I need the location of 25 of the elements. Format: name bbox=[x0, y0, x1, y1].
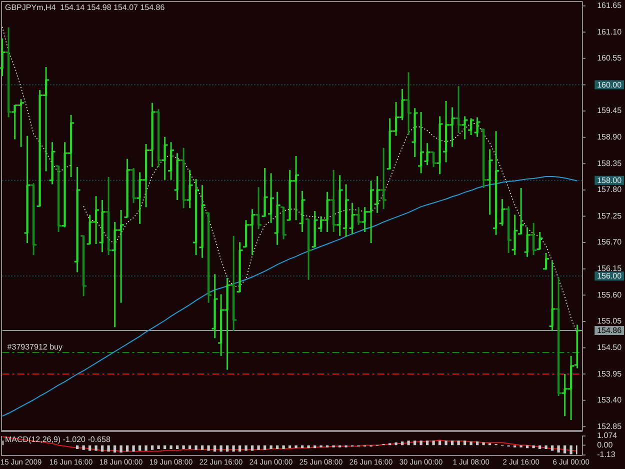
y-tick-label: 153.95 bbox=[597, 369, 622, 378]
y-tick-label: 1.074 bbox=[597, 431, 618, 440]
y-tick-label: 153.40 bbox=[597, 396, 622, 405]
chart-title: GBPJPYm,H4 154.14 154.98 154.07 154.86 bbox=[5, 3, 165, 13]
y-tick-label: 158.35 bbox=[597, 158, 622, 168]
y-tick-label: 156.15 bbox=[597, 264, 622, 274]
y-tick-label: 152.85 bbox=[597, 422, 622, 431]
ref-line-label: 158.00 bbox=[597, 176, 622, 186]
y-tick-label: 158.90 bbox=[597, 132, 622, 142]
ref-line-label: #37937912 buy bbox=[7, 342, 62, 352]
y-tick-label: 156.70 bbox=[597, 238, 622, 247]
y-tick-label: 154.50 bbox=[597, 342, 622, 352]
y-tick-label: 155.05 bbox=[597, 316, 622, 326]
ref-line-label: 154.86 bbox=[597, 326, 622, 336]
y-tick-label: 161.10 bbox=[597, 27, 622, 36]
y-tick-label: 157.80 bbox=[597, 185, 622, 194]
y-tick-label: 161.65 bbox=[597, 1, 622, 10]
y-tick-label: 157.25 bbox=[597, 211, 622, 220]
y-tick-label: 0.00 bbox=[597, 440, 614, 450]
y-tick-label: 160.55 bbox=[597, 54, 622, 63]
ref-line-label: 156.00 bbox=[597, 272, 622, 281]
y-tick-label: -1.13 bbox=[597, 450, 616, 460]
ref-line-label: 160.00 bbox=[597, 80, 622, 90]
y-tick-label: 159.45 bbox=[597, 106, 622, 116]
y-tick-label: 155.60 bbox=[597, 290, 622, 300]
